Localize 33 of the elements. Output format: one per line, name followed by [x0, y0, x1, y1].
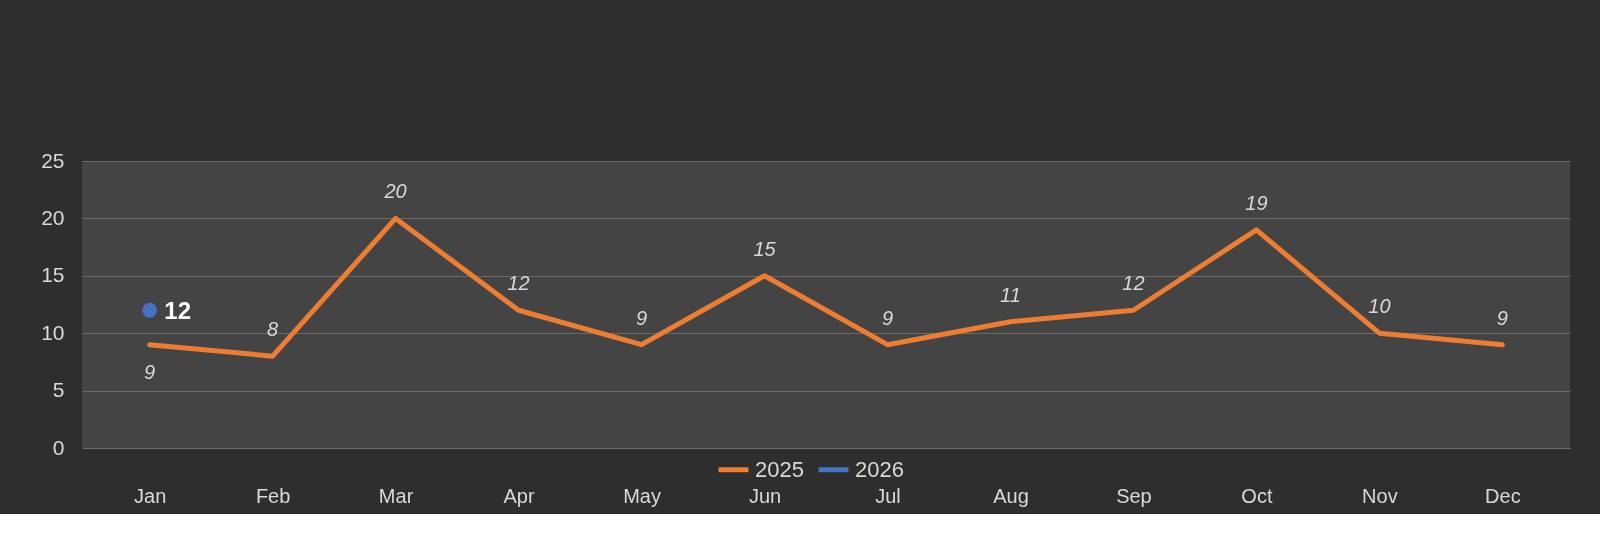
x-tick-label: Aug [993, 484, 1029, 507]
data-label: 9 [881, 306, 894, 329]
data-label: 12 [1122, 272, 1145, 295]
data-label: 8 [267, 318, 279, 341]
legend-label: 2025 [755, 456, 804, 482]
x-tick-label: Apr [503, 484, 535, 507]
x-tick-label: Jun [748, 484, 782, 507]
data-label: 9 [635, 306, 648, 329]
y-tick-label: 20 [41, 205, 65, 229]
x-tick-label: Sep [1116, 484, 1152, 507]
y-tick-label: 15 [41, 263, 65, 287]
x-tick-label: Nov [1362, 484, 1398, 507]
x-tick-label: Jan [134, 484, 167, 507]
data-label: 10 [1368, 295, 1391, 318]
x-tick-label: May [623, 484, 661, 507]
data-label: 11 [1000, 283, 1021, 306]
y-tick-label: 0 [52, 435, 65, 459]
data-label: 9 [1496, 306, 1508, 329]
x-tick-label: Jul [875, 484, 901, 507]
x-tick-label: Oct [1241, 484, 1273, 507]
y-tick-label: 10 [41, 320, 65, 344]
x-tick-label: Feb [255, 484, 291, 507]
data-label: 15 [753, 237, 777, 260]
x-tick-label: Dec [1485, 484, 1521, 507]
x-tick-label: Mar [378, 484, 414, 507]
data-label: 9 [144, 360, 156, 383]
y-tick-label: 5 [52, 378, 65, 402]
data-label: 19 [1245, 191, 1268, 214]
data-label: 12 [507, 272, 530, 295]
data-label: 20 [383, 180, 407, 203]
legend-label: 2026 [855, 456, 904, 482]
data-label: 12 [164, 297, 191, 325]
y-tick-label: 25 [41, 148, 65, 172]
